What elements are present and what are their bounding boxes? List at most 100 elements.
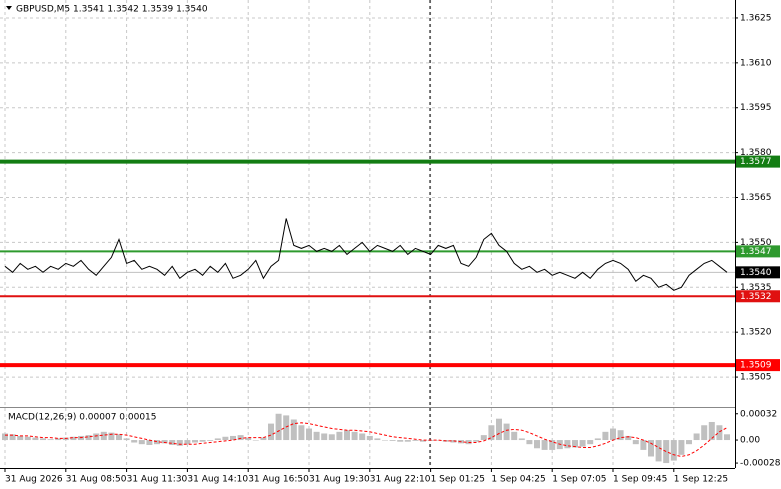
- histogram-bar: [161, 440, 168, 444]
- histogram-bar: [138, 440, 145, 445]
- x-tick-label: 31 Aug 16:50: [248, 475, 309, 485]
- histogram-bar: [602, 431, 609, 441]
- histogram-bar: [625, 435, 632, 441]
- x-tick-label: 31 Aug 19:30: [309, 475, 370, 485]
- histogram-bar: [511, 431, 518, 441]
- histogram-bar: [640, 440, 647, 450]
- x-tick-label: 1 Sep 01:25: [431, 475, 485, 485]
- histogram-bar: [283, 415, 290, 441]
- y-tick-label: 1.3535: [740, 283, 772, 293]
- y-tick-label: 1.3550: [740, 238, 772, 248]
- histogram-bar: [306, 428, 312, 441]
- histogram-bar: [617, 430, 624, 441]
- level-label: 1.3547: [740, 247, 772, 257]
- level-label-box: [736, 290, 780, 303]
- level-label: 1.3540: [740, 268, 772, 278]
- histogram-bar: [169, 440, 176, 445]
- level-label-box: [736, 155, 780, 168]
- histogram-bar: [351, 431, 358, 441]
- histogram-bar: [40, 438, 46, 441]
- histogram-bar: [47, 439, 54, 441]
- histogram-bar: [579, 440, 586, 447]
- histogram-bar: [412, 440, 419, 441]
- symbol-menu-icon[interactable]: [6, 6, 12, 10]
- histogram-bar: [496, 418, 502, 441]
- histogram-bar: [708, 421, 715, 441]
- histogram-bar: [260, 437, 267, 441]
- histogram-bar: [321, 433, 328, 441]
- histogram-bar: [670, 440, 677, 461]
- level-label: 1.3532: [740, 292, 772, 302]
- histogram-bar: [594, 438, 601, 441]
- histogram-bar: [123, 438, 130, 441]
- histogram-bar: [222, 436, 229, 441]
- histogram-bar: [480, 435, 487, 441]
- histogram-bar: [230, 435, 236, 441]
- histogram-bar: [100, 431, 107, 441]
- histogram-bar: [85, 435, 92, 441]
- histogram-bar: [655, 440, 662, 462]
- histogram-bar: [473, 440, 480, 442]
- histogram-bar: [541, 440, 548, 450]
- x-tick-label: 1 Sep 09:45: [613, 475, 667, 485]
- histogram-bar: [184, 440, 191, 445]
- histogram-bar: [336, 431, 343, 441]
- y-tick-label: 1.3565: [740, 193, 772, 203]
- histogram-bar: [678, 440, 685, 455]
- histogram-bar: [275, 413, 282, 441]
- y-tick-label: 1.3520: [740, 328, 772, 338]
- histogram-bar: [518, 438, 525, 441]
- histogram-bar: [252, 440, 259, 441]
- y-tick-label: 1.3505: [740, 373, 772, 383]
- histogram-bar: [488, 425, 495, 441]
- histogram-bar: [382, 440, 388, 441]
- histogram-bar: [420, 440, 426, 442]
- macd-title: MACD(12,26,9) 0.00007 0.00015: [8, 413, 157, 423]
- level-label: 1.3577: [740, 157, 772, 167]
- histogram-bar: [572, 440, 578, 448]
- histogram-bar: [268, 423, 274, 441]
- y-tick-label: 1.3595: [740, 103, 772, 113]
- grid: [0, 0, 735, 468]
- histogram-bar: [503, 423, 510, 441]
- histogram-bar: [435, 440, 442, 441]
- histogram-bar: [724, 434, 730, 441]
- x-tick-label: 31 Aug 2026: [5, 475, 63, 485]
- x-tick-label: 31 Aug 08:50: [66, 475, 127, 485]
- histogram-bar: [397, 440, 404, 442]
- x-tick-label: 1 Sep 07:05: [552, 475, 606, 485]
- histogram-bar: [131, 440, 138, 443]
- histogram-bar: [313, 431, 320, 441]
- histogram-bar: [648, 440, 654, 457]
- histogram-bar: [526, 440, 533, 445]
- histogram-bar: [93, 433, 100, 441]
- histogram-bar: [176, 440, 183, 446]
- chart-title: GBPUSD,M5 1.3541 1.3542 1.3539 1.3540: [16, 5, 208, 15]
- histogram-bar: [290, 419, 297, 441]
- histogram-bar: [389, 440, 396, 441]
- histogram-bar: [450, 440, 457, 443]
- x-tick-label: 31 Aug 14:10: [187, 475, 248, 485]
- histogram-bar: [716, 425, 723, 441]
- histogram-bar: [298, 425, 305, 441]
- level-label-box: [736, 359, 780, 372]
- histogram-bar: [549, 440, 556, 450]
- histogram-bar: [359, 433, 366, 441]
- histogram-bar: [366, 435, 373, 441]
- histogram-bar: [2, 433, 8, 441]
- histogram-bar: [24, 436, 31, 441]
- histogram-bar: [701, 425, 708, 441]
- histogram-bar: [108, 432, 115, 441]
- histogram-bar: [610, 428, 616, 441]
- histogram-bar: [154, 440, 160, 445]
- histogram-bar: [214, 438, 221, 441]
- histogram-bar: [344, 430, 350, 441]
- y-tick-label: 1.3610: [740, 58, 772, 68]
- x-tick-label: 1 Sep 04:25: [491, 475, 545, 485]
- level-label-box: [736, 266, 780, 279]
- level-label-box: [736, 245, 780, 258]
- histogram-bar: [686, 440, 692, 445]
- y-tick-label: -0.00028: [740, 459, 781, 469]
- histogram-bar: [328, 434, 335, 441]
